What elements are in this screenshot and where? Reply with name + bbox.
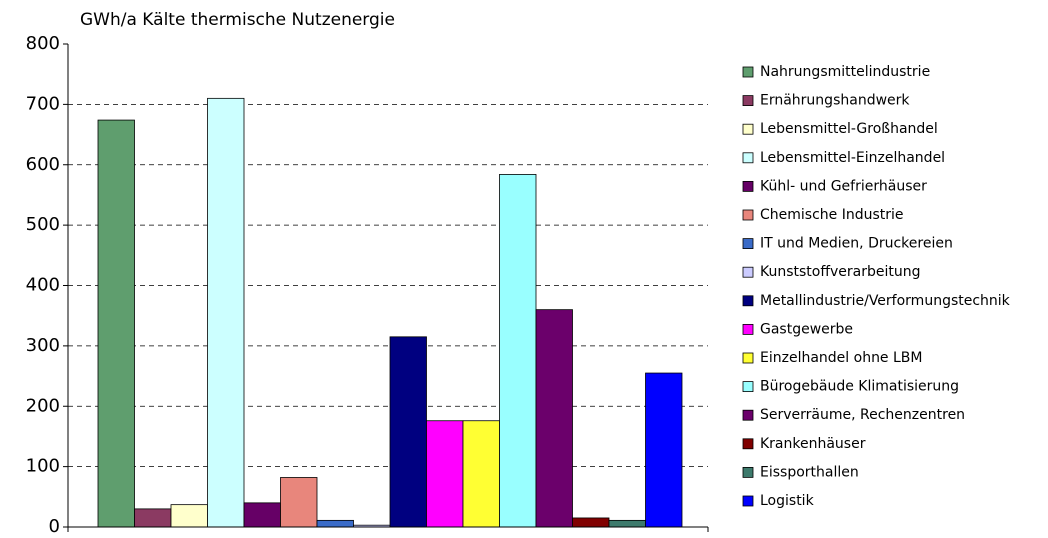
legend-swatch <box>742 323 754 335</box>
bar <box>170 504 208 528</box>
y-tick-label: 300 <box>26 335 60 356</box>
legend-label: Ernährungshandwerk <box>760 93 910 109</box>
legend-swatch <box>742 238 754 250</box>
bar <box>535 309 573 528</box>
bar <box>572 517 610 528</box>
y-tick-label: 200 <box>26 395 60 416</box>
legend-swatch <box>742 123 754 135</box>
legend-label: IT und Medien, Druckereien <box>760 236 953 252</box>
legend-swatch <box>742 180 754 192</box>
bar <box>243 502 281 528</box>
bar <box>645 372 683 528</box>
legend-label: Metallindustrie/Verformungstechnik <box>760 293 1011 309</box>
legend-label: Gastgewerbe <box>760 321 853 337</box>
y-tick-label: 800 <box>26 33 60 54</box>
legend-swatch <box>742 352 754 364</box>
legend-swatch <box>742 209 754 221</box>
legend-swatch <box>742 95 754 106</box>
chart-title: GWh/a Kälte thermische Nutzenergie <box>80 10 395 30</box>
legend-swatch <box>742 495 754 507</box>
bar <box>389 336 427 528</box>
legend-label: Lebensmittel-Großhandel <box>760 121 938 137</box>
legend-label: Chemische Industrie <box>760 207 904 223</box>
bar <box>134 508 172 528</box>
y-tick-label: 600 <box>26 154 60 175</box>
y-tick-label: 100 <box>26 456 60 477</box>
y-tick-label: 0 <box>49 516 60 537</box>
bar <box>608 519 646 528</box>
legend-label: Lebensmittel-Einzelhandel <box>760 150 945 166</box>
legend-label: Kühl- und Gefrierhäuser <box>760 178 927 194</box>
bar <box>97 119 135 528</box>
legend-swatch <box>742 438 754 450</box>
bar <box>207 97 245 528</box>
bar <box>462 420 500 528</box>
legend-label: Einzelhandel ohne LBM <box>760 350 922 366</box>
legend-swatch <box>742 266 754 278</box>
legend-label: Krankenhäuser <box>760 436 866 452</box>
legend-label: Nahrungsmittelindustrie <box>760 64 930 80</box>
legend-swatch <box>742 152 754 164</box>
legend-label: Logistik <box>760 493 815 509</box>
y-tick-label: 500 <box>26 214 60 235</box>
legend-swatch <box>742 295 754 307</box>
legend-swatch <box>742 466 754 478</box>
legend-label: Kunststoffverarbeitung <box>760 264 921 280</box>
y-tick-label: 700 <box>26 93 60 114</box>
bar <box>316 519 354 528</box>
legend-label: Eissporthallen <box>760 464 859 480</box>
bar <box>426 420 464 528</box>
legend-swatch <box>742 381 754 393</box>
y-tick-label: 400 <box>26 275 60 296</box>
bar <box>280 477 318 528</box>
bar <box>499 174 537 528</box>
legend-swatch <box>742 409 754 421</box>
legend-swatch <box>742 66 754 78</box>
legend-label: Serverräume, Rechenzentren <box>760 407 965 423</box>
legend-label: Bürogebäude Klimatisierung <box>760 379 959 395</box>
